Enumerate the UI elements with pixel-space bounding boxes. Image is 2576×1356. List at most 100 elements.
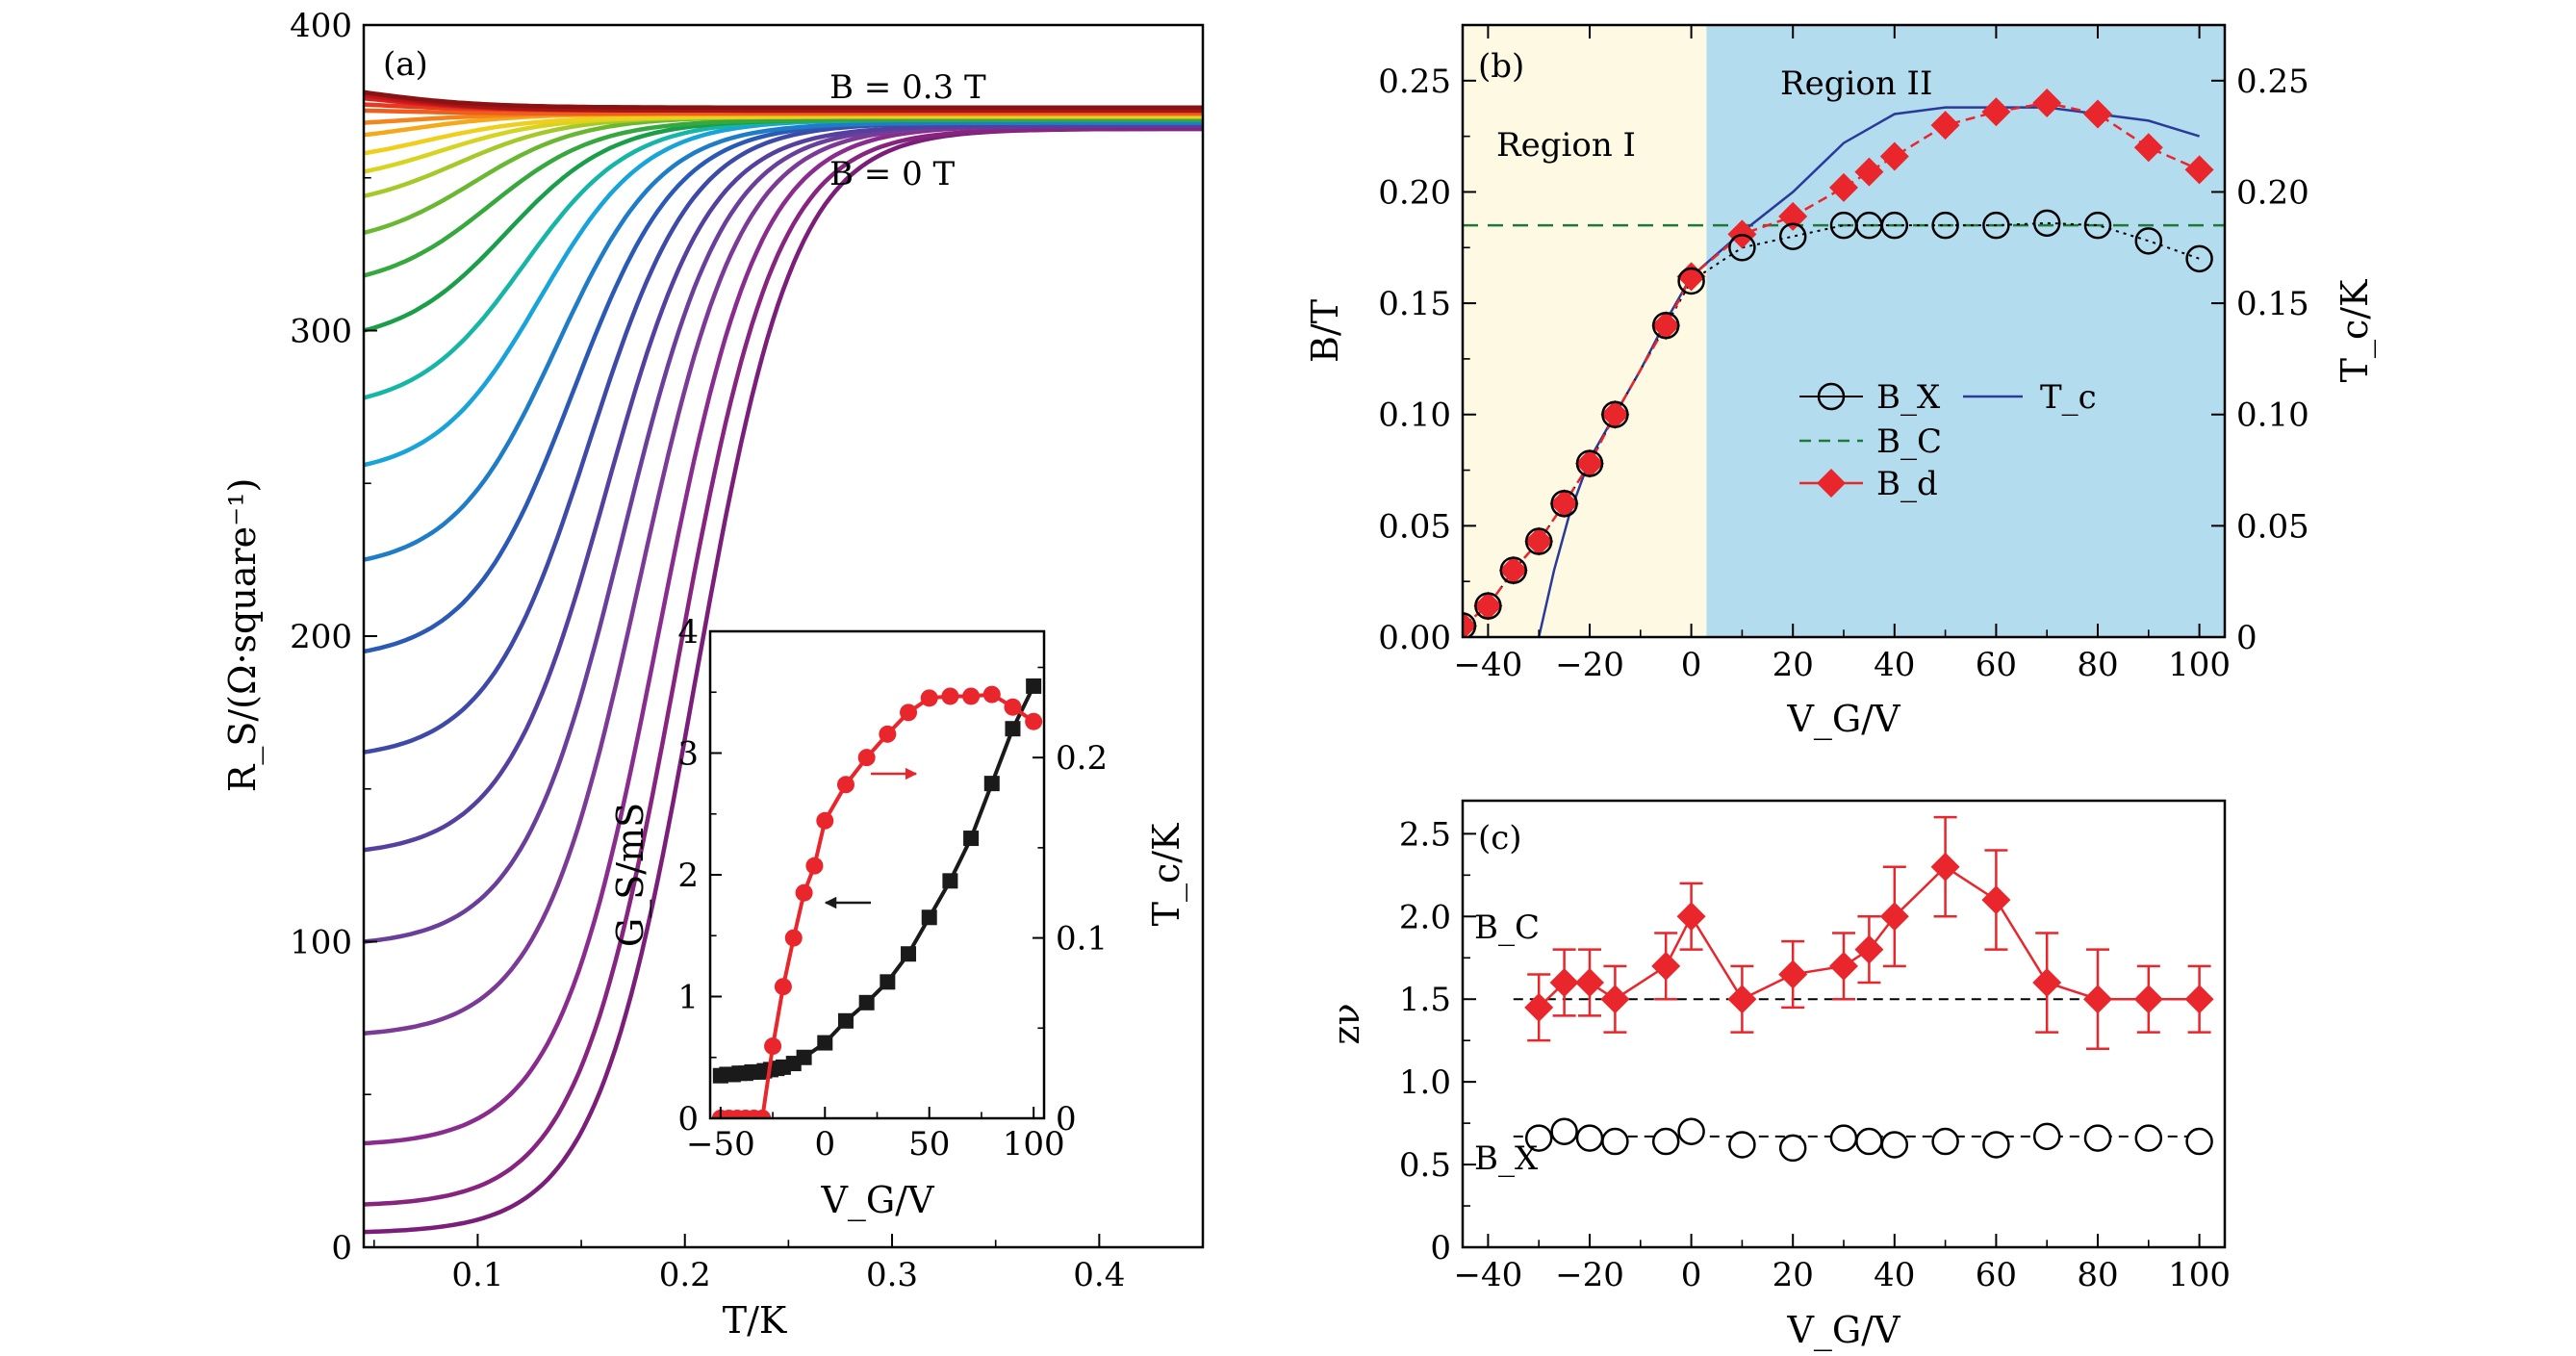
- legend-label: B_d: [1876, 465, 1938, 503]
- x-tick-label: −40: [1454, 1256, 1523, 1294]
- bd-marker: [1778, 201, 1808, 231]
- y-tick-label: 0.25: [1378, 63, 1451, 101]
- tc-marker: [941, 687, 959, 705]
- bx-marker: [1499, 556, 1528, 584]
- bx-marker: [2032, 1122, 2061, 1151]
- resistance-curve: [364, 117, 1203, 278]
- bd-marker: [1854, 157, 1884, 187]
- panel-c-bx-label: B_X: [1474, 1139, 1539, 1178]
- bd-marker: [1600, 399, 1630, 429]
- region-i-label: Region I: [1496, 126, 1636, 165]
- bx-marker: [1880, 1131, 1909, 1159]
- bc-marker: [1575, 968, 1604, 998]
- panel-b-ylabel: B/T: [1304, 299, 1346, 363]
- panel-b-series: [1463, 88, 2225, 637]
- bx-marker: [1601, 400, 1629, 428]
- x-tick-label: −40: [1454, 646, 1523, 684]
- y-tick-label: 0: [331, 1229, 352, 1267]
- region-background: [1706, 25, 2225, 637]
- bx-marker: [1651, 1127, 1680, 1156]
- bc-marker: [1676, 902, 1706, 932]
- tc-marker: [900, 704, 918, 722]
- bx-marker: [2185, 1127, 2213, 1156]
- bd-marker: [1498, 555, 1528, 585]
- x-tick-label: 40: [1874, 1256, 1915, 1294]
- x-tick-label: 0: [1681, 1256, 1702, 1294]
- resistance-curve: [364, 120, 1203, 562]
- conductance-marker: [942, 873, 958, 889]
- bd-marker: [1575, 448, 1604, 478]
- y-tick-label: 400: [290, 7, 352, 45]
- x-tick-label: 60: [1976, 1256, 2017, 1294]
- tc-marker: [982, 685, 1001, 704]
- panel-a-tag: (a): [383, 45, 428, 84]
- conductance-marker: [963, 831, 980, 847]
- y2-tick-label: 0.05: [2236, 507, 2309, 546]
- bx-marker: [2083, 1124, 2112, 1152]
- panel-b-xlabel: V_G/V: [1786, 698, 1900, 741]
- tc-marker: [764, 1037, 782, 1056]
- resistance-curve: [364, 126, 1203, 1207]
- bc-marker: [1651, 951, 1681, 981]
- tc-marker: [857, 749, 876, 767]
- y2-tick-label: 0.1: [1056, 920, 1108, 959]
- y-tick-label: 1: [677, 979, 699, 1017]
- resistance-curve: [364, 123, 1203, 853]
- y2-tick-label: 0.25: [2236, 63, 2309, 101]
- bx-marker: [1982, 1131, 2010, 1159]
- bd-marker: [1676, 262, 1706, 292]
- bx-marker: [1778, 1134, 1807, 1163]
- bx-marker: [1524, 527, 1553, 555]
- y2-tick-label: 0.15: [2236, 285, 2309, 323]
- x-tick-label: 0.4: [1073, 1256, 1125, 1294]
- bx-marker: [1855, 1127, 1883, 1156]
- bx-marker: [1880, 211, 1909, 240]
- x-tick-label: 60: [1976, 646, 2017, 684]
- y-tick-label: 0: [1430, 1229, 1451, 1267]
- bx-marker: [1728, 1131, 1756, 1159]
- x-tick-label: 20: [1773, 646, 1814, 684]
- x-tick-label: 0: [814, 1125, 835, 1164]
- bx-marker: [1829, 1124, 1858, 1152]
- bx-marker: [1550, 489, 1578, 518]
- x-tick-label: 80: [2077, 646, 2118, 684]
- bd-marker: [1879, 141, 1909, 171]
- y-tick-label: 1.0: [1399, 1063, 1451, 1102]
- y-tick-label: 2.5: [1399, 815, 1451, 854]
- x-tick-label: −20: [1555, 1256, 1624, 1294]
- y-tick-label: 1.5: [1399, 981, 1451, 1019]
- bx-marker: [1728, 234, 1756, 262]
- bx-marker: [1550, 1117, 1578, 1145]
- inset-curves: [711, 678, 1043, 1118]
- panel-a-ylabel: R_S/(Ω·square⁻¹): [221, 478, 265, 793]
- bc-marker: [1778, 959, 1808, 989]
- bd-marker: [2133, 133, 2163, 163]
- bx-marker: [1463, 612, 1477, 637]
- bx-marker: [1524, 1124, 1553, 1152]
- x-tick-label: 100: [1003, 1125, 1065, 1164]
- conductance-marker: [796, 1049, 812, 1065]
- tc-marker: [784, 929, 803, 947]
- bd-marker: [2083, 99, 2112, 129]
- bd-marker: [2184, 155, 2214, 185]
- bx-marker: [2032, 209, 2061, 238]
- x-tick-label: 100: [2168, 1256, 2231, 1294]
- resistance-curve: [364, 90, 1203, 114]
- x-tick-label: −20: [1555, 646, 1624, 684]
- x-tick-label: 0.2: [659, 1256, 711, 1294]
- bc-marker: [1549, 968, 1579, 998]
- conductance-marker: [921, 909, 937, 926]
- bx-line: [1463, 221, 2200, 627]
- bd-marker: [1829, 172, 1858, 202]
- panel-c-tag: (c): [1478, 819, 1522, 857]
- tc-marker: [805, 857, 824, 875]
- y-tick-label: 0.00: [1378, 619, 1451, 657]
- conductance-marker: [901, 946, 917, 962]
- legend-label: T_c: [2040, 378, 2097, 417]
- bx-marker: [1601, 1127, 1629, 1156]
- panel-c-series: [1513, 815, 2214, 1163]
- inset-background: [710, 631, 1044, 1118]
